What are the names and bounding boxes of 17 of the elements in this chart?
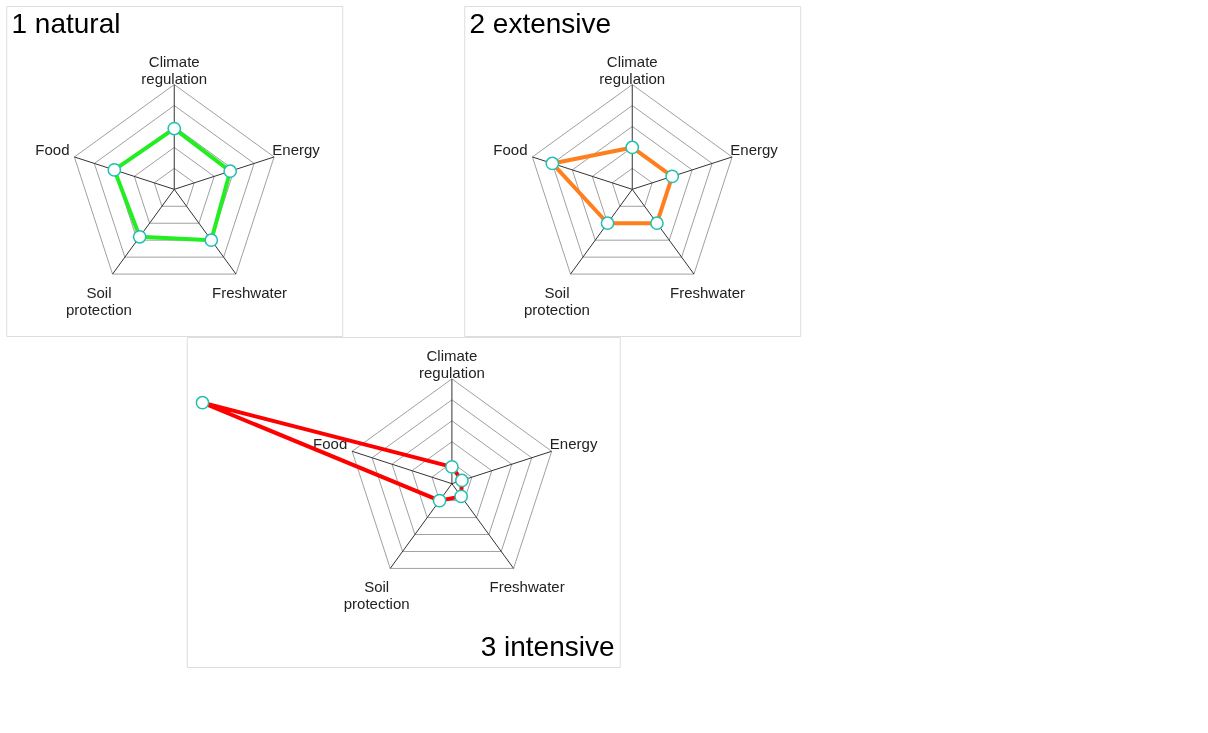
text: 3 intensive (480, 630, 615, 662)
spoke-label: Climate regulation (141, 52, 208, 87)
spoke-label: Energy (549, 435, 598, 453)
chart-title: 2 extensive (469, 8, 612, 40)
spoke-label: Freshwater (670, 283, 746, 301)
spoke-label: Freshwater (489, 578, 565, 596)
spoke-label: Soil protection (343, 578, 410, 613)
spoke-label: Energy (272, 140, 321, 158)
spoke-label: Food (35, 140, 70, 158)
spoke-label: Food (493, 140, 528, 158)
spoke-label: Freshwater (212, 283, 288, 301)
spoke-label: Soil protection (524, 283, 590, 318)
spoke-label: Climate regulation (599, 52, 666, 87)
spoke-label: Soil protection (66, 283, 132, 318)
chart-title: 1 natural (11, 8, 121, 40)
spoke-label: Climate regulation (418, 346, 485, 381)
spoke-label: Energy (730, 140, 779, 158)
